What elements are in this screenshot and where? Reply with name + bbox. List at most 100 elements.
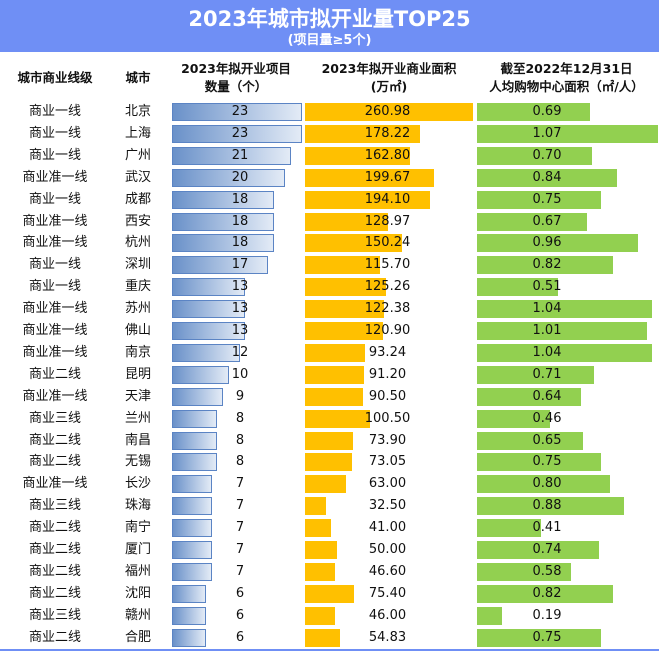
area-value: 194.10 [364,191,411,207]
percap-value: 0.70 [532,147,562,163]
tier-cell: 商业准一线 [22,235,88,251]
count-bar [172,300,246,319]
tier-cell: 商业准一线 [22,301,88,317]
area-value: 125.26 [364,279,411,295]
percap-bar [477,453,601,472]
area-value: 41.00 [368,520,407,536]
city-cell: 沈阳 [124,585,151,601]
percap-bar [477,562,571,581]
area-bar [305,103,474,121]
area-bar [305,190,431,209]
count-value: 13 [231,323,249,338]
area-value: 90.50 [368,388,407,404]
area-value: 122.38 [364,301,411,317]
tier-cell: 商业三线 [28,410,81,426]
table-row: 商业准一线 西安 18 128.97 0.67 [0,211,659,233]
count-bar [172,387,223,406]
area-value: 100.50 [364,410,411,426]
area-value: 73.05 [368,454,407,470]
area-bar [305,497,326,516]
count-bar [172,562,212,581]
area-value: 150.24 [364,235,411,251]
percap-bar [477,103,591,121]
count-value: 17 [231,257,249,273]
count-value: 6 [235,607,245,623]
area-value: 46.00 [368,607,407,623]
table-row: 商业一线 成都 18 194.10 0.75 [0,189,659,211]
city-cell: 合肥 [124,629,151,645]
count-value: 12 [231,344,249,360]
area-value: 50.00 [368,542,407,557]
header-percap-line1: 截至2022年12月31日 [500,61,633,76]
percap-value: 0.82 [532,257,562,273]
table-row: 商业三线 赣州 6 46.00 0.19 [0,605,659,627]
area-bar [305,584,354,603]
area-value: 162.80 [364,147,411,163]
percap-bar [477,628,601,647]
header-tier: 城市商业线级 [0,56,110,100]
city-cell: 天津 [124,388,151,404]
count-value: 23 [231,104,249,119]
city-cell: 深圳 [124,257,151,273]
percap-bar [477,234,639,253]
city-cell: 重庆 [124,279,151,295]
header-area: 2023年拟开业商业面积 (万㎡) [304,56,474,100]
header-tier-label: 城市商业线级 [17,70,93,85]
area-bar [305,475,346,494]
count-value: 18 [231,235,249,251]
count-bar [172,278,246,297]
percap-value: 0.88 [532,498,562,514]
count-value: 7 [235,476,245,492]
area-value: 178.22 [364,125,411,141]
area-value: 75.40 [368,585,407,601]
percap-bar [477,606,502,625]
count-value: 6 [235,629,245,645]
table-row: 商业二线 昆明 10 91.20 0.71 [0,364,659,386]
area-value: 54.83 [368,629,407,645]
page-subtitle: (项目量≥5个) [287,33,372,48]
percap-value: 1.07 [532,125,562,141]
city-cell: 西安 [124,213,151,229]
city-cell: 广州 [124,147,151,163]
count-bar [172,453,218,472]
area-bar [305,256,380,275]
percap-bar [477,256,614,275]
city-cell: 上海 [124,125,151,141]
area-value: 199.67 [364,169,411,185]
percap-bar [477,409,550,428]
area-value: 93.24 [368,344,407,360]
area-bar [305,628,341,647]
city-cell: 南京 [124,344,151,360]
city-cell: 南昌 [124,432,151,448]
percap-bar [477,475,610,494]
count-value: 6 [235,585,245,601]
percap-bar [477,322,647,340]
city-cell: 长沙 [124,476,151,492]
count-bar [172,234,274,253]
tier-cell: 商业二线 [28,629,81,645]
percap-value: 0.80 [532,476,562,492]
percap-value: 0.58 [532,563,562,579]
header-city-label: 城市 [125,70,151,85]
city-cell: 赣州 [124,607,151,623]
count-bar [172,124,302,143]
table-row: 商业一线 上海 23 178.22 1.07 [0,123,659,145]
table-row: 商业准一线 南京 12 93.24 1.04 [0,342,659,364]
table-row: 商业准一线 佛山 13 120.90 1.01 [0,320,659,342]
percap-value: 0.96 [532,235,562,251]
area-value: 32.50 [368,498,407,514]
city-cell: 珠海 [124,498,151,514]
count-value: 8 [235,432,245,448]
table-row: 商业二线 合肥 6 54.83 0.75 [0,627,659,649]
city-cell: 兰州 [124,410,151,426]
tier-cell: 商业二线 [28,366,81,382]
percap-value: 0.71 [532,366,562,382]
percap-value: 0.82 [532,585,562,601]
table-row: 商业准一线 武汉 20 199.67 0.84 [0,167,659,189]
area-value: 128.97 [364,213,411,229]
tier-cell: 商业三线 [28,498,81,514]
count-value: 7 [235,498,245,514]
area-bar [305,365,364,384]
header-count: 2023年拟开业项目 数量（个） [168,56,304,100]
table-row: 商业三线 珠海 7 32.50 0.88 [0,495,659,517]
